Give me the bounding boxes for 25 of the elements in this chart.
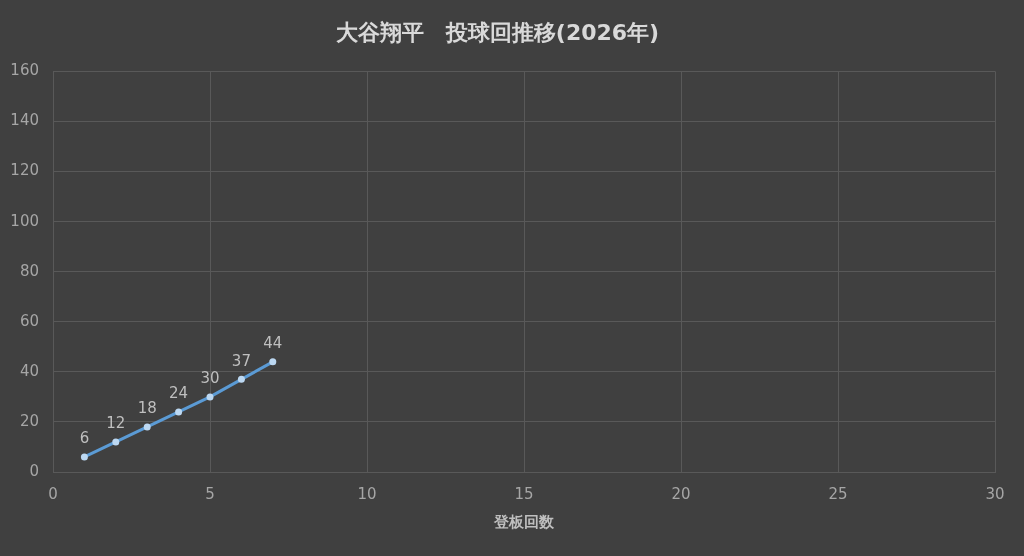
data-label: 18 [137, 399, 157, 418]
data-label: 6 [79, 429, 90, 448]
data-label: 37 [231, 351, 251, 370]
chart-title: 大谷翔平 投球回推移(2026年) [335, 19, 660, 45]
x-tick-label: 10 [357, 484, 377, 503]
x-axis-title: 登板回数 [493, 512, 555, 531]
data-label: 24 [169, 384, 189, 403]
y-tick-label: 40 [19, 361, 39, 380]
x-tick-label: 15 [514, 484, 534, 503]
y-tick-label: 60 [19, 311, 39, 330]
x-tick-label: 0 [48, 484, 58, 503]
y-tick-label: 160 [10, 61, 39, 80]
y-tick-label: 140 [10, 111, 39, 130]
data-label: 44 [263, 334, 283, 353]
x-tick-label: 20 [671, 484, 691, 503]
y-tick-label: 0 [29, 461, 39, 480]
x-tick-label: 30 [985, 484, 1005, 503]
y-tick-label: 20 [19, 411, 39, 430]
y-tick-label: 80 [19, 261, 39, 280]
data-label: 12 [106, 414, 126, 433]
y-tick-label: 100 [10, 211, 39, 230]
y-tick-label: 120 [10, 161, 39, 180]
x-tick-label: 5 [205, 484, 215, 503]
data-label: 30 [200, 369, 220, 388]
x-tick-label: 25 [828, 484, 848, 503]
